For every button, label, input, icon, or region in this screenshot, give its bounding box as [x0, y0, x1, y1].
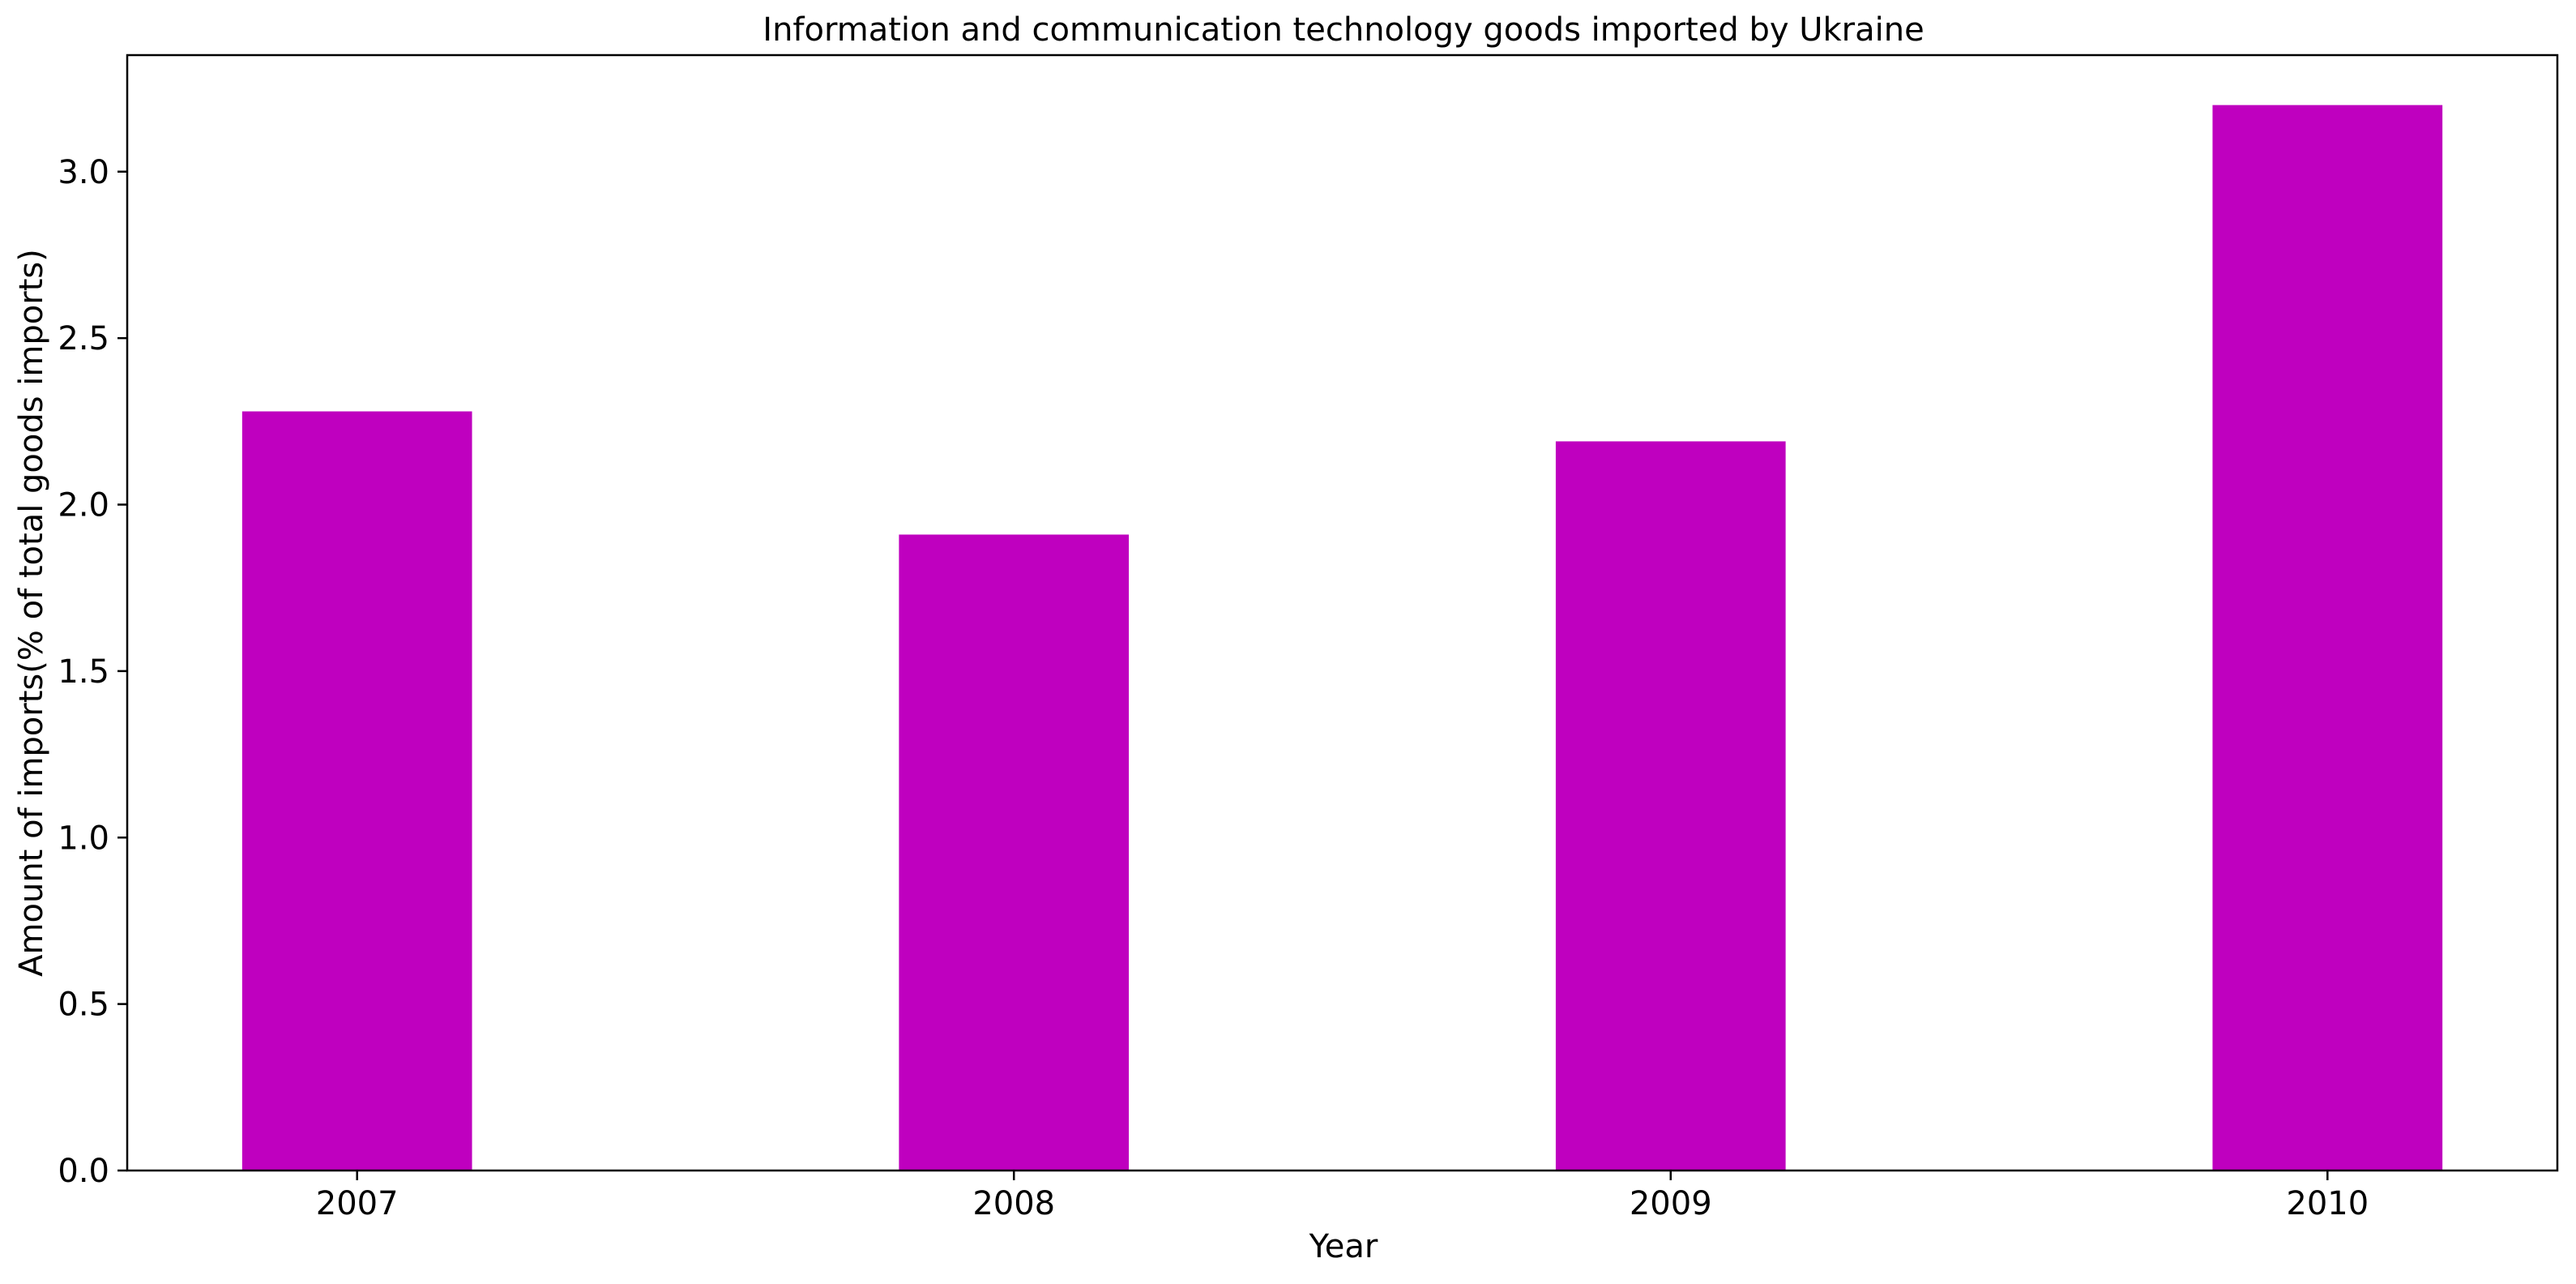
y-axis-ticks: 0.0 0.5 1.0 1.5 2.0 2.5 3.0 — [58, 154, 127, 1190]
bar-2010 — [2212, 105, 2443, 1171]
y-axis-label: Amount of imports(% of total goods impor… — [13, 249, 50, 977]
x-tick-label: 2008 — [972, 1185, 1055, 1222]
y-tick-label: 0.0 — [58, 1153, 109, 1190]
bar-2008 — [899, 534, 1130, 1171]
plot-area-frame — [126, 54, 2559, 1172]
bars-group — [241, 105, 2443, 1171]
x-tick-label: 2007 — [316, 1185, 399, 1222]
x-axis-label: Year — [1309, 1228, 1378, 1265]
y-tick-label: 2.0 — [58, 487, 109, 524]
chart-title: Information and communication technology… — [763, 11, 1924, 49]
x-tick-label: 2009 — [1630, 1185, 1712, 1222]
x-axis-ticks: 2007 2008 2009 2010 — [316, 1171, 2369, 1222]
bar-2009 — [1555, 441, 1786, 1171]
y-tick-label: 3.0 — [58, 154, 109, 191]
x-tick-label: 2010 — [2286, 1185, 2369, 1222]
y-tick-label: 0.5 — [58, 987, 109, 1024]
y-tick-label: 1.0 — [58, 820, 109, 857]
y-tick-label: 2.5 — [58, 320, 109, 357]
y-tick-label: 1.5 — [58, 653, 109, 691]
bar-2007 — [241, 411, 472, 1171]
